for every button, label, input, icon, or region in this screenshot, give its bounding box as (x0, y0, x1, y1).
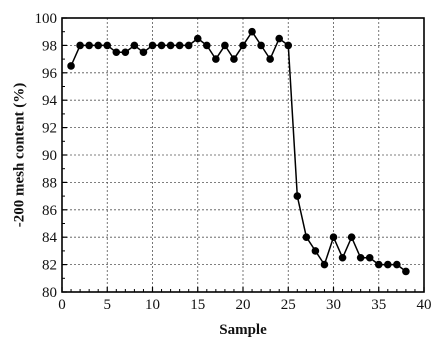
y-axis-title: -200 mesh content (%) (11, 83, 27, 228)
y-tick-label: 90 (42, 148, 57, 164)
data-point (347, 233, 356, 241)
data-point (302, 233, 311, 241)
data-point (212, 55, 220, 63)
data-point (230, 55, 238, 63)
data-point (157, 41, 166, 50)
series-line (70, 30, 407, 272)
data-point (266, 55, 274, 63)
x-tick-label: 40 (417, 297, 432, 313)
data-point (239, 41, 247, 50)
data-point (76, 41, 84, 50)
data-point (356, 253, 365, 262)
data-point (193, 34, 202, 43)
data-point (338, 253, 347, 262)
data-point (365, 253, 374, 262)
tick-labels: 0 5 10 15 20 25 30 35 40 80 82 84 86 88 90 92 94 96 98 100 (35, 11, 432, 313)
data-point (148, 41, 157, 50)
x-axis-title: Sample (219, 322, 267, 338)
data-point (393, 260, 401, 269)
data-point (103, 41, 112, 50)
x-tick-label: 15 (190, 297, 205, 313)
data-point (257, 41, 265, 50)
data-point (275, 34, 284, 43)
data-point (85, 41, 93, 50)
y-tick-label: 80 (42, 285, 57, 301)
x-tick-label: 35 (371, 297, 386, 313)
data-point (248, 27, 256, 36)
x-tick-label: 20 (236, 297, 251, 313)
data-point (320, 260, 329, 269)
y-tick-label: 96 (42, 66, 58, 82)
data-point (175, 41, 184, 50)
data-point (112, 48, 121, 57)
data-point (311, 247, 320, 255)
data-point (384, 260, 392, 269)
y-tick-label: 94 (42, 93, 58, 109)
data-point (203, 41, 211, 50)
data-point (130, 41, 139, 50)
data-point (374, 260, 383, 269)
y-tick-label: 100 (35, 11, 58, 27)
x-tick-label: 25 (281, 297, 296, 313)
data-point (67, 62, 75, 70)
axis-ticks (61, 17, 425, 293)
data-point (329, 233, 338, 241)
y-tick-label: 84 (42, 230, 58, 246)
data-markers (67, 27, 410, 276)
data-point (221, 41, 229, 50)
data-point (166, 41, 175, 50)
grid-lines (62, 18, 424, 292)
y-tick-label: 92 (42, 121, 57, 137)
data-point (293, 192, 302, 200)
y-tick-label: 86 (42, 203, 58, 219)
x-tick-label: 30 (326, 297, 341, 313)
y-tick-label: 88 (42, 175, 57, 191)
data-point (184, 41, 193, 50)
data-point (284, 41, 293, 50)
data-point (402, 267, 410, 276)
data-point (94, 41, 102, 50)
y-tick-label: 82 (42, 258, 57, 274)
y-tick-label: 98 (42, 38, 57, 54)
data-point (139, 48, 148, 57)
x-tick-label: 10 (145, 297, 160, 313)
x-tick-label: 0 (58, 297, 66, 313)
x-tick-label: 5 (104, 297, 112, 313)
data-point (121, 48, 130, 57)
